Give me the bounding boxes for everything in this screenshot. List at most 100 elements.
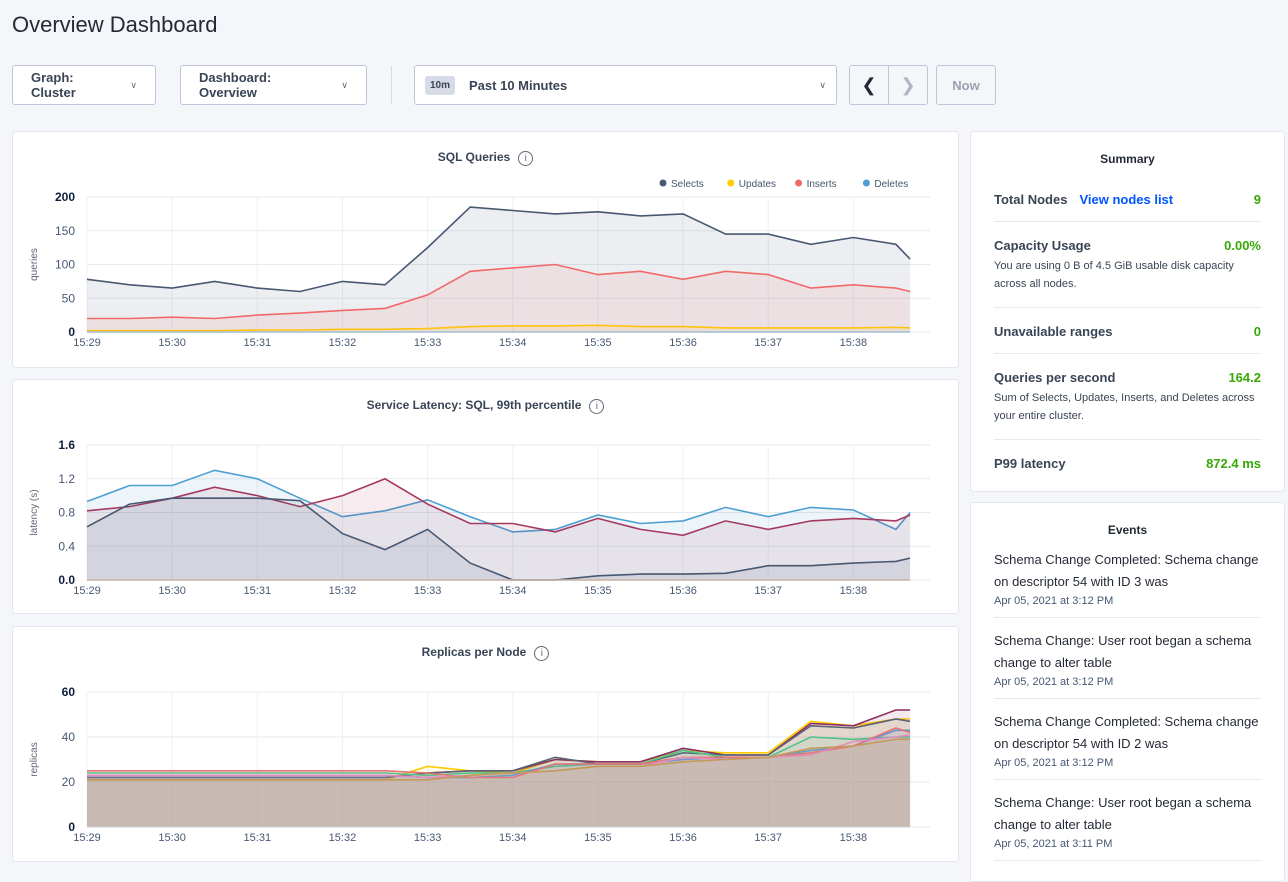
view-nodes-link[interactable]: View nodes list [1079, 192, 1174, 207]
next-button[interactable]: ❯ [888, 65, 928, 105]
summary-panel: Summary Total Nodes View nodes list 9 Capa… [970, 131, 1285, 492]
legend-swatch [862, 179, 870, 187]
summary-unavailable-ranges: Unavailable ranges 0 [994, 308, 1261, 354]
y-tick-label: 0 [68, 325, 75, 339]
y-tick-label: 150 [55, 224, 75, 238]
chevron-down-icon: ∨ [130, 79, 137, 90]
event-text: Schema Change Completed: Schema change o… [994, 714, 1259, 751]
page-title: Overview Dashboard [12, 12, 218, 37]
legend-label: Inserts [807, 179, 837, 190]
y-tick-label: 1.2 [58, 472, 75, 486]
now-button[interactable]: Now [936, 65, 996, 105]
y-tick-label: 50 [62, 291, 76, 305]
summary-total-nodes: Total Nodes View nodes list 9 [994, 176, 1261, 222]
x-tick-label: 15:37 [754, 585, 782, 597]
legend-label: Updates [739, 179, 776, 190]
series-line [87, 324, 911, 332]
y-tick-label: 0.8 [58, 506, 75, 520]
legend-swatch [727, 179, 735, 187]
legend-label: Selects [671, 179, 704, 190]
time-range-dropdown[interactable]: 10m Past 10 Minutes ∨ [414, 65, 837, 105]
chevron-right-icon: ❯ [900, 74, 916, 95]
event-item[interactable]: Schema Change: User root began a schema … [994, 618, 1261, 699]
previous-button[interactable]: ❮ [849, 65, 889, 105]
x-tick-label: 15:34 [499, 337, 527, 349]
summary-label: Queries per second [994, 370, 1116, 385]
y-tick-label: 1.6 [58, 438, 75, 452]
x-tick-label: 15:34 [499, 585, 527, 597]
series-area [87, 737, 911, 827]
summary-value: 9 [1253, 192, 1261, 207]
y-tick-label: 0.0 [58, 573, 75, 587]
info-icon[interactable]: i [518, 151, 534, 166]
legend-swatch [659, 179, 667, 187]
series-area [87, 498, 911, 580]
series-area [87, 478, 911, 580]
x-tick-label: 15:35 [584, 337, 612, 349]
summary-value: 872.4 ms [1206, 456, 1261, 471]
series-line [87, 738, 911, 781]
series-line [87, 263, 911, 320]
service-latency-chart: 0.0 0.4 0.8 1.2 1.6 15:29 15:30 15:31 15:32 15:33… [12, 379, 959, 614]
y-tick-label: 20 [62, 775, 76, 789]
graph-dropdown[interactable]: Graph: Cluster ∨ [12, 65, 156, 105]
x-tick-label: 15:31 [244, 585, 272, 597]
event-item[interactable]: Schema Change: User root began a schema … [994, 780, 1261, 861]
event-item[interactable]: Schema Change Completed: Schema change o… [994, 537, 1261, 618]
time-range-badge: 10m [425, 75, 456, 95]
events-title: Events [1107, 523, 1148, 537]
summary-label: P99 latency [994, 456, 1066, 471]
y-tick-label: 60 [62, 685, 76, 699]
replicas-per-node-chart: 0 20 40 60 15:29 15:30 15:31 15:32 15:33 15:34 15:… [12, 626, 959, 862]
series-line [87, 727, 911, 779]
summary-capacity-usage: Capacity Usage 0.00% You are using 0 B of … [994, 222, 1261, 308]
sql-queries-chart: 0 50 100 150 200 15:29 15:30 15:31 15:32 15:33 15:… [12, 131, 959, 368]
dashboard-dropdown-label: Dashboard: Overview [199, 70, 272, 100]
x-tick-label: 15:33 [414, 585, 442, 597]
x-tick-label: 15:35 [584, 832, 612, 844]
x-tick-label: 15:30 [158, 585, 186, 597]
dashboard-dropdown[interactable]: Dashboard: Overview ∨ [180, 65, 367, 105]
event-item[interactable]: Schema Change Completed: Schema change o… [994, 699, 1261, 780]
x-tick-label: 15:30 [158, 832, 186, 844]
x-tick-label: 15:35 [584, 585, 612, 597]
x-tick-label: 15:36 [669, 585, 697, 597]
event-date: Apr 05, 2021 at 3:12 PM [994, 595, 1114, 607]
x-tick-label: 15:36 [669, 832, 697, 844]
x-tick-label: 15:32 [329, 337, 357, 349]
x-tick-label: 15:38 [840, 337, 868, 349]
x-tick-label: 15:31 [244, 832, 272, 844]
summary-value: 164.2 [1228, 370, 1261, 385]
chart-title: SQL Queries [437, 150, 511, 164]
x-tick-label: 15:33 [414, 337, 442, 349]
graph-dropdown-label: Graph: Cluster [31, 70, 76, 100]
info-icon[interactable]: i [534, 646, 550, 661]
series-area [87, 264, 911, 332]
series-line [86, 469, 911, 533]
summary-value: 0 [1253, 324, 1261, 339]
x-tick-label: 15:37 [754, 832, 782, 844]
y-tick-label: 200 [55, 190, 75, 204]
summary-qps: Queries per second 164.2 Sum of Selects, U… [994, 354, 1261, 440]
y-tick-label: 0.4 [58, 539, 75, 553]
event-text: Schema Change: User root began a schema … [994, 633, 1252, 670]
y-axis-label: queries [29, 248, 40, 281]
info-icon[interactable]: i [589, 399, 605, 414]
y-tick-label: 0 [68, 820, 75, 834]
event-text: Schema Change Completed: Schema change o… [994, 552, 1259, 589]
x-tick-label: 15:32 [329, 585, 357, 597]
events-panel: Events Schema Change Completed: Schema c… [970, 502, 1285, 882]
event-date: Apr 05, 2021 at 3:12 PM [994, 676, 1114, 688]
x-tick-label: 15:29 [73, 832, 101, 844]
series-area [87, 470, 911, 580]
series-area [87, 710, 911, 827]
y-tick-label: 40 [62, 730, 76, 744]
y-axis-label: latency (s) [29, 489, 40, 535]
x-tick-label: 15:30 [158, 337, 186, 349]
series-line [86, 477, 911, 537]
chart-title: Service Latency: SQL, 99th percentile [366, 398, 582, 412]
time-range-label: Past 10 Minutes [469, 77, 568, 93]
series-line [86, 206, 911, 293]
legend-swatch [795, 179, 803, 187]
chevron-down-icon: ∨ [819, 79, 826, 90]
